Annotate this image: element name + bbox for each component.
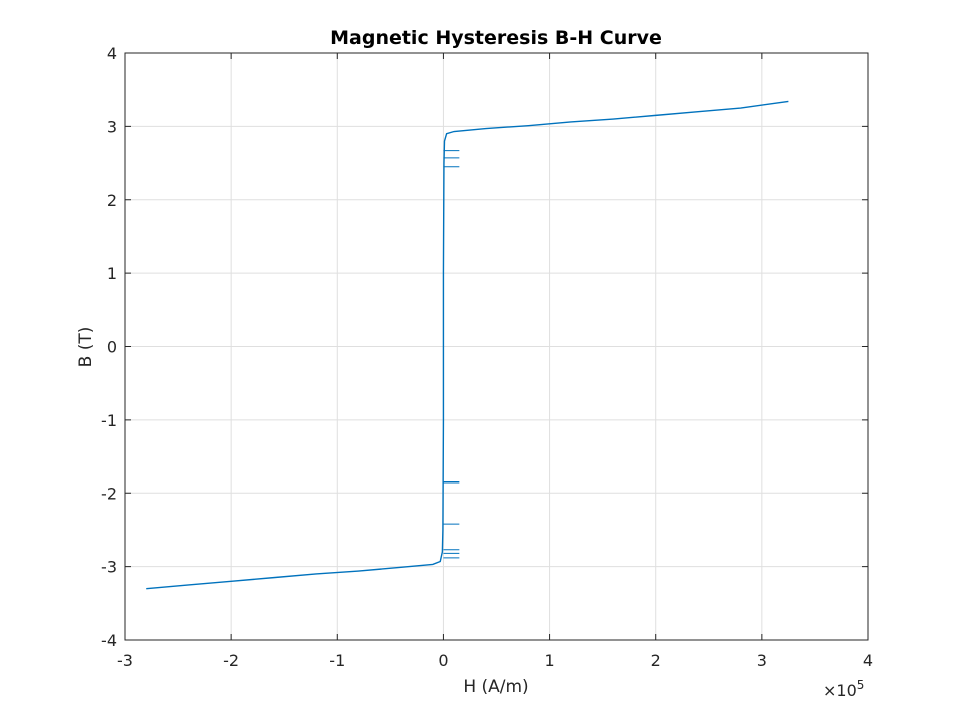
y-tick-label: -1 (101, 411, 117, 430)
x-tick-label: 4 (863, 651, 873, 670)
x-multiplier-exponent: 5 (857, 678, 865, 692)
x-tick-label: -1 (329, 651, 345, 670)
y-tick-label: -4 (101, 631, 117, 650)
x-axis-label: H (A/m) (463, 677, 528, 697)
x-tick-label: 2 (651, 651, 661, 670)
plot-series (146, 100, 789, 590)
bh-curve-line (146, 100, 789, 590)
y-tick-label: 3 (107, 117, 117, 136)
y-tick-label: 1 (107, 264, 117, 283)
x-exponent-multiplier: ×105 (823, 678, 864, 700)
y-tick-label: 0 (107, 338, 117, 357)
x-multiplier-base: ×10 (823, 681, 857, 700)
chart-title: Magnetic Hysteresis B-H Curve (330, 27, 662, 49)
x-tick-label: -2 (223, 651, 239, 670)
y-tick-label: -2 (101, 484, 117, 503)
x-tick-label: 1 (544, 651, 554, 670)
grid (124, 52, 869, 641)
x-tick-label: 0 (438, 651, 448, 670)
y-tick-label: -3 (101, 558, 117, 577)
y-tick-label: 4 (107, 44, 117, 63)
x-tick-label: 3 (757, 651, 767, 670)
y-axis-label: B (T) (76, 327, 96, 368)
x-tick-label: -3 (117, 651, 133, 670)
y-tick-label: 2 (107, 191, 117, 210)
